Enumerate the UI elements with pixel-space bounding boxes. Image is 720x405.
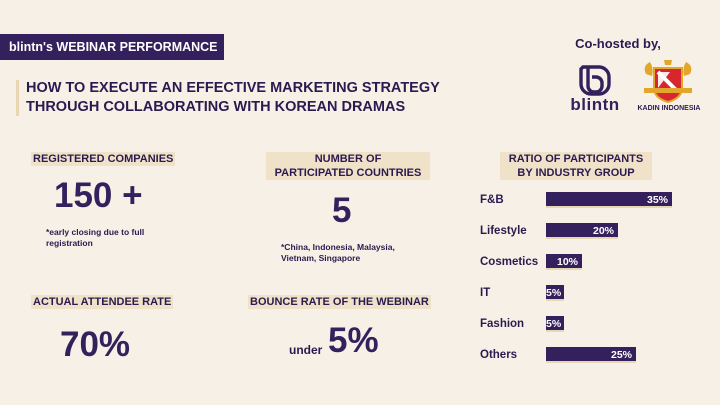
bar-value-label-others: 25% bbox=[610, 349, 632, 361]
participated-countries-label: NUMBER OF PARTICIPATED COUNTRIES bbox=[266, 152, 430, 180]
bar-value-label-cosmetics: 10% bbox=[556, 256, 578, 268]
blintn-logo-icon bbox=[579, 65, 611, 96]
chart-title-line2: BY INDUSTRY GROUP bbox=[517, 167, 635, 179]
bounce-rate-label: BOUNCE RATE OF THE WEBINAR bbox=[248, 295, 431, 309]
bar-cosmetics bbox=[546, 254, 582, 270]
category-label-others: Others bbox=[480, 349, 518, 361]
blintn-logo-text: blintn bbox=[570, 95, 620, 114]
registered-companies-value: 150 + bbox=[54, 176, 143, 215]
participated-countries-note: *China, Indonesia, Malaysia, Vietnam, Si… bbox=[281, 242, 395, 264]
industry-bar-chart: F&B 35% Lifestyle 20% Cosmetics 10% IT 5% Fashio… bbox=[480, 186, 710, 376]
bar-fashion bbox=[546, 316, 564, 332]
category-label-cosmetics: Cosmetics bbox=[480, 256, 539, 268]
page-title: HOW TO EXECUTE AN EFFECTIVE MARKETING ST… bbox=[26, 79, 506, 117]
bar-f-b bbox=[546, 192, 672, 208]
chart-title: RATIO OF PARTICIPANTS BY INDUSTRY GROUP bbox=[500, 152, 652, 180]
title-accent-bar bbox=[16, 80, 19, 116]
participated-countries-value: 5 bbox=[332, 191, 352, 230]
bar-value-label-fashion: 5% bbox=[546, 318, 562, 330]
category-label-it: IT bbox=[480, 287, 491, 299]
countries-note-line2: Vietnam, Singapore bbox=[281, 253, 361, 263]
bar-others bbox=[546, 347, 636, 363]
registered-companies-label: REGISTERED COMPANIES bbox=[31, 152, 176, 166]
registered-note-line2: registration bbox=[46, 238, 93, 248]
kadin-logo-text: KADIN INDONESIA bbox=[637, 105, 701, 112]
attendee-rate-value: 70% bbox=[60, 325, 131, 364]
kadin-emblem-icon bbox=[644, 60, 692, 104]
countries-label-line2: PARTICIPATED COUNTRIES bbox=[274, 167, 422, 179]
bar-it bbox=[546, 285, 564, 301]
cohost-label: Co-hosted by, bbox=[575, 36, 661, 51]
registered-companies-note: *early closing due to full registration bbox=[46, 227, 144, 249]
brand-tag-text: blintn's WEBINAR PERFORMANCE bbox=[9, 40, 218, 54]
attendee-rate-label: ACTUAL ATTENDEE RATE bbox=[31, 295, 174, 309]
registered-note-line1: *early closing due to full bbox=[46, 227, 145, 237]
bar-value-label-it: 5% bbox=[546, 287, 562, 299]
bounce-rate-prefix: under bbox=[289, 343, 323, 357]
category-label-f-b: F&B bbox=[480, 194, 504, 206]
page-title-line2: THROUGH COLLABORATING WITH KOREAN DRAMAS bbox=[26, 99, 406, 115]
bar-value-label-f-b: 35% bbox=[646, 194, 668, 206]
countries-label-line1: NUMBER OF bbox=[314, 153, 382, 165]
countries-note-line1: *China, Indonesia, Malaysia, bbox=[281, 242, 395, 252]
bounce-rate-value: 5% bbox=[328, 321, 379, 360]
bar-value-label-lifestyle: 20% bbox=[592, 225, 614, 237]
bar-lifestyle bbox=[546, 223, 618, 239]
brand-tag: blintn's WEBINAR PERFORMANCE bbox=[0, 34, 224, 60]
category-label-lifestyle: Lifestyle bbox=[480, 225, 527, 237]
page-title-line1: HOW TO EXECUTE AN EFFECTIVE MARKETING ST… bbox=[26, 80, 440, 96]
chart-title-line1: RATIO OF PARTICIPANTS bbox=[508, 153, 644, 165]
category-label-fashion: Fashion bbox=[480, 318, 525, 330]
